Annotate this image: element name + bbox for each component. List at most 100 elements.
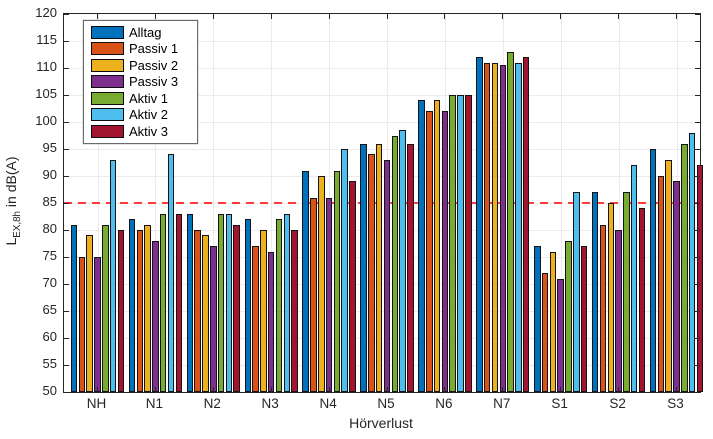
bar-aktiv-2-n6 (457, 95, 464, 392)
bar-passiv-1-n7 (483, 62, 491, 392)
x-tick-bottom-n7 (502, 387, 504, 392)
bar-aktiv-3-n2 (233, 224, 240, 392)
x-tick-label-n6: N6 (435, 396, 453, 411)
x-tick-top-n7 (502, 14, 504, 19)
bar-passiv-3-s2 (615, 230, 622, 392)
legend-swatch-aktiv-3 (91, 124, 124, 138)
bar-passiv-3-n1 (152, 240, 159, 392)
x-tick-label-s2: S2 (609, 396, 626, 411)
legend-label-passiv-1: Passiv 1 (129, 41, 179, 57)
bar-passiv-3-n5 (383, 159, 391, 392)
x-tick-bottom-n4 (328, 387, 330, 392)
y-tick-left-50 (64, 391, 69, 393)
x-tick-bottom-s2 (618, 387, 620, 392)
bar-aktiv-3-n6 (465, 95, 472, 392)
y-tick-label-75: 75 (42, 248, 57, 263)
bar-passiv-3-n7 (499, 65, 507, 392)
y-tick-left-80 (64, 229, 69, 231)
y-tick-right-110 (695, 67, 700, 69)
bar-aktiv-1-n7 (507, 51, 514, 392)
x-tick-top-n2 (212, 14, 214, 19)
y-tick-right-85 (695, 202, 700, 204)
y-tick-left-105 (64, 94, 69, 96)
bar-passiv-1-s2 (599, 224, 607, 392)
bar-passiv-3-s3 (673, 181, 680, 392)
x-tick-label-n1: N1 (145, 396, 164, 411)
x-tick-label-n4: N4 (319, 396, 337, 411)
legend-label-aktiv-1: Aktiv 1 (129, 90, 169, 106)
y-tick-right-50 (695, 391, 700, 393)
legend: Alltag Passiv 1 Passiv 2 Passiv 3 Aktiv 1 Akt… (83, 20, 198, 144)
y-tick-right-70 (695, 283, 700, 285)
bar-aktiv-3-n3 (291, 230, 298, 392)
bar-aktiv-3-n5 (407, 143, 414, 392)
y-tick-label-100: 100 (35, 113, 57, 128)
y-tick-left-75 (64, 256, 69, 258)
legend-item-passiv-3: Passiv 3 (84, 74, 197, 91)
legend-swatch-aktiv-1 (91, 91, 124, 105)
y-tick-left-110 (64, 67, 69, 69)
bar-aktiv-2-n4 (341, 149, 348, 392)
legend-item-passiv-1: Passiv 1 (84, 41, 197, 58)
bar-aktiv-1-n2 (217, 213, 225, 392)
bar-aktiv-2-n1 (167, 154, 175, 392)
y-tick-left-85 (64, 202, 69, 204)
bar-aktiv-1-n6 (449, 95, 456, 392)
x-tick-top-n5 (386, 14, 388, 19)
legend-item-passiv-2: Passiv 2 (84, 57, 197, 74)
y-tick-label-115: 115 (36, 32, 57, 47)
y-tick-right-65 (695, 310, 700, 312)
x-tick-top-s1 (560, 14, 562, 19)
bar-passiv-1-nh (78, 257, 86, 392)
x-tick-label-s3: S3 (667, 396, 684, 411)
legend-item-alltag: Alltag (84, 24, 197, 41)
legend-label-aktiv-3: Aktiv 3 (129, 123, 169, 139)
y-tick-left-90 (64, 175, 69, 177)
bar-passiv-1-n6 (426, 111, 433, 392)
bar-aktiv-2-n2 (225, 213, 233, 392)
bar-aktiv-2-n7 (515, 62, 522, 392)
bar-passiv-2-n3 (260, 230, 267, 392)
x-tick-top-n6 (444, 14, 446, 19)
y-tick-left-55 (64, 364, 69, 366)
x-tick-bottom-n1 (154, 387, 156, 392)
bar-aktiv-2-s1 (573, 192, 580, 392)
x-tick-top-s3 (676, 14, 677, 19)
y-tick-right-100 (695, 121, 700, 123)
x-tick-bottom-n5 (386, 387, 388, 392)
legend-swatch-passiv-1 (91, 42, 124, 56)
bar-passiv-1-n3 (252, 246, 259, 392)
bar-aktiv-1-n5 (391, 135, 399, 392)
bar-aktiv-1-s3 (681, 143, 688, 392)
y-tick-label-60: 60 (42, 329, 57, 344)
y-tick-right-115 (695, 40, 700, 42)
y-tick-left-65 (64, 310, 69, 312)
legend-item-aktiv-2: Aktiv 2 (84, 107, 197, 124)
bar-passiv-3-n6 (441, 111, 449, 392)
x-tick-label-n3: N3 (261, 396, 279, 411)
x-tick-bottom-s3 (676, 387, 677, 392)
x-tick-label-nh: NH (86, 396, 107, 411)
legend-swatch-aktiv-2 (91, 108, 124, 122)
bar-passiv-3-nh (94, 257, 101, 392)
y-tick-right-60 (695, 337, 700, 339)
bar-aktiv-1-n3 (275, 219, 283, 392)
bar-passiv-2-n2 (202, 235, 209, 392)
bar-aktiv-1-s2 (623, 192, 630, 392)
y-tick-left-100 (64, 121, 69, 123)
bar-passiv-1-s1 (541, 273, 549, 392)
y-tick-left-95 (64, 148, 69, 150)
legend-label-passiv-3: Passiv 3 (129, 74, 179, 90)
plot-area (63, 13, 704, 393)
x-tick-bottom-nh (97, 387, 98, 392)
gridline-y-100 (64, 121, 700, 123)
x-tick-label-n5: N5 (377, 396, 395, 411)
x-tick-top-nh (97, 14, 98, 19)
bar-aktiv-2-nh (109, 159, 117, 392)
bar-aktiv-1-n4 (333, 170, 341, 392)
bar-passiv-3-n2 (210, 246, 217, 392)
x-tick-top-n4 (328, 14, 330, 19)
bar-aktiv-3-s3 (696, 165, 704, 392)
x-tick-label-n7: N7 (493, 396, 511, 411)
bar-aktiv-1-nh (102, 224, 109, 392)
